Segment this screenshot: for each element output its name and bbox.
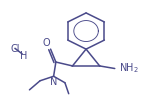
Text: O: O xyxy=(43,38,51,48)
Text: N: N xyxy=(50,77,57,87)
Text: H: H xyxy=(20,51,27,61)
Text: NH$_2$: NH$_2$ xyxy=(119,62,138,75)
Text: Cl: Cl xyxy=(11,44,20,54)
